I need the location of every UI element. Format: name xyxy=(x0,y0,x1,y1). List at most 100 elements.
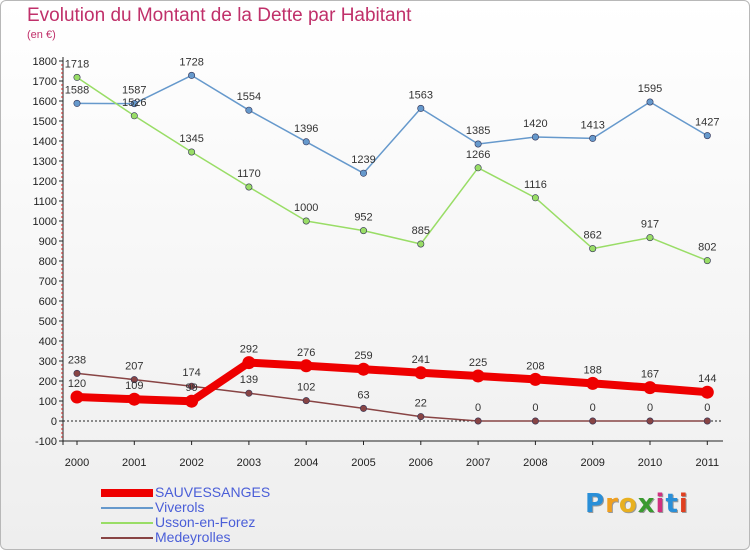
data-point-viverols xyxy=(359,169,367,177)
data-label-medeyrolles: 22 xyxy=(415,398,427,410)
data-point-sauvessanges xyxy=(471,369,485,383)
x-tick-label: 2005 xyxy=(351,457,375,469)
y-minor-tick xyxy=(61,68,63,70)
data-point-sauvessanges xyxy=(242,356,256,370)
logo-letter: P xyxy=(585,489,606,519)
data-point-viverols xyxy=(417,104,425,112)
data-point-usson-en-forez xyxy=(302,217,310,225)
data-point-viverols xyxy=(474,140,482,148)
data-label-medeyrolles: 0 xyxy=(532,402,538,414)
y-tick-label: -100 xyxy=(35,436,57,448)
series-line-sauvessanges xyxy=(76,358,708,406)
data-label-usson-en-forez: 1526 xyxy=(122,97,146,109)
y-tick-label: 900 xyxy=(39,236,57,248)
y-minor-tick xyxy=(61,368,63,370)
data-label-usson-en-forez: 1718 xyxy=(65,58,89,70)
data-label-viverols: 1427 xyxy=(695,117,719,129)
y-minor-tick xyxy=(61,72,63,74)
y-minor-tick xyxy=(61,384,63,386)
x-tick-label: 2001 xyxy=(122,457,146,469)
data-label-sauvessanges: 292 xyxy=(240,344,258,356)
data-label-usson-en-forez: 885 xyxy=(412,225,430,237)
y-minor-tick xyxy=(61,328,63,330)
data-label-medeyrolles: 0 xyxy=(475,402,481,414)
y-minor-tick xyxy=(61,404,63,406)
y-tick-label: 1700 xyxy=(33,76,57,88)
y-minor-tick xyxy=(61,264,63,266)
data-point-usson-en-forez xyxy=(703,257,711,265)
x-tick-label: 2010 xyxy=(638,457,662,469)
y-tick-label: 1000 xyxy=(33,216,57,228)
data-point-medeyrolles xyxy=(73,369,81,377)
y-minor-tick xyxy=(61,152,63,154)
y-minor-tick xyxy=(61,296,63,298)
y-minor-tick xyxy=(61,372,63,374)
data-label-medeyrolles: 0 xyxy=(704,402,710,414)
data-point-usson-en-forez xyxy=(245,183,253,191)
y-tick-label: 600 xyxy=(39,296,57,308)
y-minor-tick xyxy=(61,216,63,218)
data-label-usson-en-forez: 862 xyxy=(584,230,602,242)
data-label-viverols: 1728 xyxy=(179,56,203,68)
data-point-medeyrolles xyxy=(302,397,310,405)
data-point-usson-en-forez xyxy=(417,240,425,248)
data-point-medeyrolles xyxy=(359,404,367,412)
series-line-viverols xyxy=(76,74,708,174)
y-tick-label: 400 xyxy=(39,336,57,348)
y-minor-tick xyxy=(61,176,63,178)
data-point-usson-en-forez xyxy=(188,148,196,156)
y-tick-label: 100 xyxy=(39,396,57,408)
data-point-sauvessanges xyxy=(528,372,542,386)
y-tick-label: 200 xyxy=(39,376,57,388)
data-label-medeyrolles: 0 xyxy=(647,402,653,414)
y-minor-tick xyxy=(61,416,63,418)
y-minor-tick xyxy=(61,168,63,170)
y-tick-label: 700 xyxy=(39,276,57,288)
y-tick-label: 1500 xyxy=(33,116,57,128)
legend-swatch-medeyrolles xyxy=(101,537,153,539)
y-minor-tick xyxy=(61,336,63,338)
data-point-medeyrolles xyxy=(531,417,539,425)
data-point-usson-en-forez xyxy=(359,227,367,235)
y-minor-tick xyxy=(61,136,63,138)
data-label-usson-en-forez: 802 xyxy=(698,242,716,254)
y-tick-label: 300 xyxy=(39,356,57,368)
data-point-usson-en-forez xyxy=(73,73,81,81)
y-minor-tick xyxy=(61,324,63,326)
y-minor-tick xyxy=(61,248,63,250)
y-minor-tick xyxy=(61,392,63,394)
data-point-sauvessanges xyxy=(70,390,84,404)
data-point-sauvessanges xyxy=(414,366,428,380)
y-tick-label: 500 xyxy=(39,316,57,328)
y-minor-tick xyxy=(61,304,63,306)
logo-letter: t xyxy=(665,489,679,519)
data-point-sauvessanges xyxy=(700,385,714,399)
data-label-sauvessanges: 167 xyxy=(641,369,659,381)
data-point-usson-en-forez xyxy=(589,245,597,253)
x-tick-label: 2003 xyxy=(237,457,261,469)
y-minor-tick xyxy=(61,344,63,346)
y-tick-label: 1400 xyxy=(33,136,57,148)
series-line-medeyrolles xyxy=(76,372,708,422)
legend-swatch-sauvessanges xyxy=(101,489,153,497)
data-point-medeyrolles xyxy=(130,376,138,384)
y-minor-tick xyxy=(61,396,63,398)
data-point-sauvessanges xyxy=(185,394,199,408)
legend-swatch-viverols xyxy=(101,507,153,509)
data-label-medeyrolles: 174 xyxy=(182,367,200,379)
logo-letter: i xyxy=(655,489,666,519)
y-minor-tick xyxy=(61,376,63,378)
data-label-viverols: 1396 xyxy=(294,123,318,135)
y-minor-tick xyxy=(61,128,63,130)
data-point-medeyrolles xyxy=(417,413,425,421)
data-label-medeyrolles: 238 xyxy=(68,354,86,366)
data-label-sauvessanges: 208 xyxy=(526,360,544,372)
data-label-sauvessanges: 188 xyxy=(584,364,602,376)
data-label-usson-en-forez: 952 xyxy=(354,212,372,224)
data-point-medeyrolles xyxy=(474,417,482,425)
data-label-sauvessanges: 144 xyxy=(698,373,716,385)
y-minor-tick xyxy=(61,272,63,274)
y-minor-tick xyxy=(61,356,63,358)
data-point-medeyrolles xyxy=(589,417,597,425)
